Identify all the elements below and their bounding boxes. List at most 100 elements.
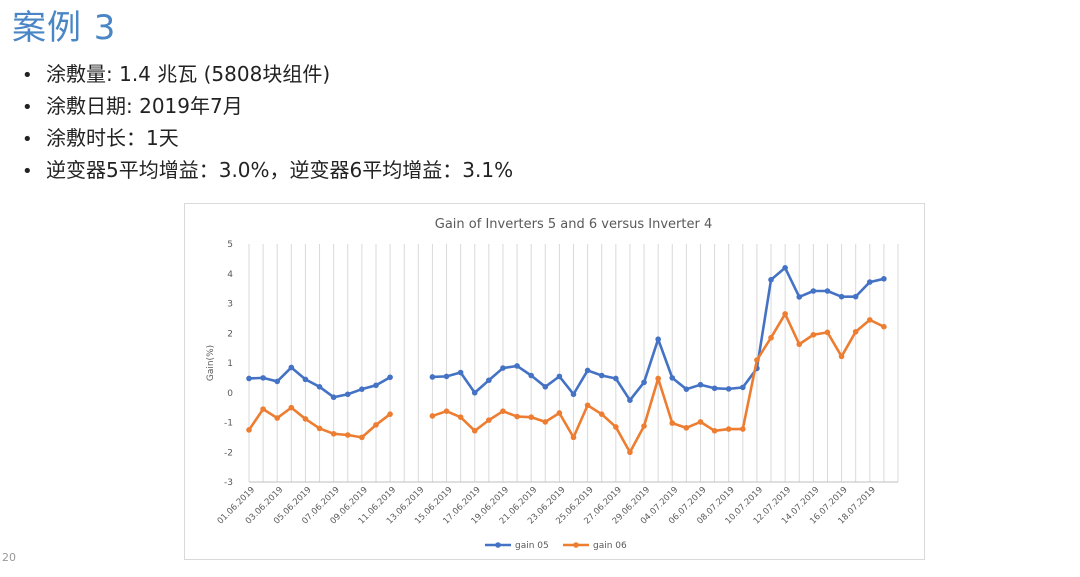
data-point-series-2	[627, 449, 633, 456]
data-point-series-2	[359, 434, 365, 441]
data-point-series-1	[246, 375, 252, 382]
chart-frame: Gain of Inverters 5 and 6 versus Inverte…	[184, 203, 925, 560]
data-point-series-2	[429, 413, 436, 419]
data-point-series-1	[782, 265, 788, 271]
bullet-list: • 涂敷量: 1.4 兆瓦 (5808块组件) • 涂敷日期: 2019年7月 • 涂…	[22, 58, 513, 186]
y-tick-label: -1	[224, 419, 233, 429]
data-point-series-1	[824, 288, 831, 294]
bullet-text: 逆变器5平均增益：3.0%，逆变器6平均增益：3.1%	[46, 158, 514, 182]
bullet-item-average-gain: • 逆变器5平均增益：3.0%，逆变器6平均增益：3.1%	[22, 154, 513, 186]
legend-marker-1	[495, 542, 501, 548]
data-point-series-2	[881, 323, 887, 330]
data-point-series-2	[542, 419, 549, 425]
data-point-series-1	[838, 293, 845, 300]
data-point-series-1	[598, 372, 605, 379]
data-point-series-1	[570, 391, 577, 398]
bullet-icon: •	[22, 161, 33, 182]
data-point-series-1	[796, 294, 803, 300]
data-point-series-1	[852, 293, 859, 300]
data-point-series-2	[570, 434, 577, 441]
data-point-series-1	[627, 397, 633, 403]
y-tick-label: -2	[224, 448, 233, 458]
data-point-series-1	[471, 389, 478, 396]
data-point-series-1	[330, 394, 337, 401]
data-point-series-1	[373, 382, 379, 389]
data-point-series-1	[528, 372, 534, 379]
y-tick-label: 2	[227, 329, 233, 339]
data-point-series-1	[429, 374, 436, 380]
data-point-series-2	[344, 432, 351, 438]
slide-title: 案例 3	[12, 8, 117, 48]
data-point-series-1	[697, 381, 704, 388]
data-point-series-1	[655, 336, 661, 342]
data-point-series-2	[288, 404, 295, 411]
data-point-series-1	[669, 375, 676, 381]
data-point-series-1	[316, 384, 323, 390]
data-point-series-2	[641, 423, 647, 429]
data-point-series-2	[500, 408, 506, 414]
y-axis-label: Gain(%)	[206, 345, 216, 381]
bullet-icon: •	[22, 97, 33, 118]
data-point-series-1	[866, 279, 873, 285]
data-point-series-2	[810, 331, 817, 338]
data-point-series-1	[542, 384, 549, 390]
data-point-series-2	[260, 406, 266, 412]
data-point-series-2	[316, 425, 323, 432]
bullet-icon: •	[22, 129, 33, 150]
data-point-series-1	[641, 379, 647, 386]
data-point-series-1	[500, 365, 506, 371]
y-tick-label: 5	[227, 240, 233, 250]
data-point-series-2	[584, 402, 591, 409]
data-point-series-2	[514, 413, 520, 420]
legend-label-1: gain 05	[515, 541, 549, 551]
data-point-series-1	[556, 373, 563, 380]
data-point-series-2	[655, 375, 661, 382]
data-point-series-1	[881, 276, 887, 282]
data-point-series-2	[613, 424, 619, 430]
data-point-series-1	[457, 369, 464, 376]
bullet-icon: •	[22, 65, 33, 86]
chart-title: Gain of Inverters 5 and 6 versus Inverte…	[435, 217, 712, 232]
data-point-series-1	[683, 386, 690, 392]
data-point-series-1	[514, 363, 520, 369]
data-point-series-2	[443, 408, 450, 414]
data-point-series-1	[810, 288, 817, 294]
data-point-series-1	[260, 375, 266, 381]
bullet-text: 涂敷时长：1天	[46, 126, 179, 150]
y-tick-label: 3	[227, 300, 233, 310]
data-point-series-1	[274, 378, 281, 385]
y-tick-label: -3	[224, 478, 233, 488]
data-point-series-2	[387, 411, 393, 417]
data-point-series-2	[471, 428, 478, 434]
data-point-series-2	[373, 422, 379, 428]
data-point-series-1	[443, 373, 450, 380]
data-point-series-2	[824, 329, 831, 336]
data-point-series-1	[344, 391, 351, 398]
data-point-series-1	[725, 386, 732, 392]
data-point-series-2	[711, 428, 718, 434]
bullet-item-coating-date: • 涂敷日期: 2019年7月	[22, 90, 513, 122]
data-point-series-2	[457, 414, 464, 420]
data-point-series-1	[387, 374, 393, 381]
bullet-text: 涂敷量: 1.4 兆瓦 (5808块组件)	[46, 62, 331, 86]
data-point-series-1	[302, 376, 309, 383]
data-point-series-2	[683, 425, 690, 431]
data-point-series-1	[768, 276, 774, 283]
data-point-series-1	[740, 384, 746, 391]
data-point-series-2	[330, 431, 337, 437]
data-point-series-2	[725, 426, 732, 432]
data-point-series-2	[866, 317, 873, 323]
data-point-series-1	[584, 367, 591, 374]
data-point-series-2	[768, 334, 774, 341]
data-point-series-2	[528, 414, 534, 420]
data-point-series-2	[274, 415, 281, 421]
data-point-series-2	[838, 353, 845, 360]
legend-marker-2	[573, 542, 579, 548]
page-number: 20	[2, 551, 16, 564]
data-point-series-2	[246, 427, 252, 433]
bullet-text: 涂敷日期: 2019年7月	[46, 94, 243, 118]
bullet-item-coating-duration: • 涂敷时长：1天	[22, 122, 513, 154]
data-point-series-2	[556, 410, 563, 416]
data-point-series-2	[486, 417, 492, 423]
gain-line-chart: Gain of Inverters 5 and 6 versus Inverte…	[206, 217, 899, 551]
